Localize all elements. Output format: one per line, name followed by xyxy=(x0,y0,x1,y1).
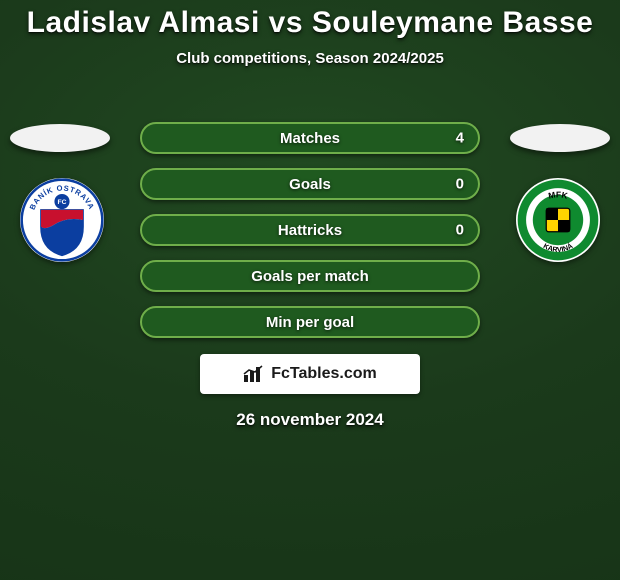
stat-label: Goals per match xyxy=(251,268,369,285)
stat-row: Matches 4 xyxy=(140,122,480,154)
stat-row: Goals 0 xyxy=(140,168,480,200)
chart-icon xyxy=(243,365,265,383)
stat-value-right: 4 xyxy=(456,130,464,147)
stat-label: Min per goal xyxy=(266,314,354,331)
stat-value-right: 0 xyxy=(456,222,464,239)
player-right-photo xyxy=(510,124,610,152)
subtitle: Club competitions, Season 2024/2025 xyxy=(0,50,620,67)
stat-label: Hattricks xyxy=(278,222,342,239)
club-badge-left: BANÍK OSTRAVA FC xyxy=(20,178,104,262)
stat-label: Goals xyxy=(289,176,331,193)
branding-badge: FcTables.com xyxy=(200,354,420,394)
club-badge-right: MFK KARVINÁ xyxy=(516,178,600,262)
stat-label: Matches xyxy=(280,130,340,147)
stat-row: Hattricks 0 xyxy=(140,214,480,246)
stat-value-right: 0 xyxy=(456,176,464,193)
stats-container: Matches 4 Goals 0 Hattricks 0 Goals per match M… xyxy=(140,122,480,352)
stat-row: Goals per match xyxy=(140,260,480,292)
player-left-photo xyxy=(10,124,110,152)
svg-text:FC: FC xyxy=(58,199,67,206)
svg-text:MFK: MFK xyxy=(547,189,568,200)
date-line: 26 november 2024 xyxy=(0,410,620,430)
page-title: Ladislav Almasi vs Souleymane Basse xyxy=(0,0,620,40)
branding-text: FcTables.com xyxy=(271,365,377,383)
stat-row: Min per goal xyxy=(140,306,480,338)
